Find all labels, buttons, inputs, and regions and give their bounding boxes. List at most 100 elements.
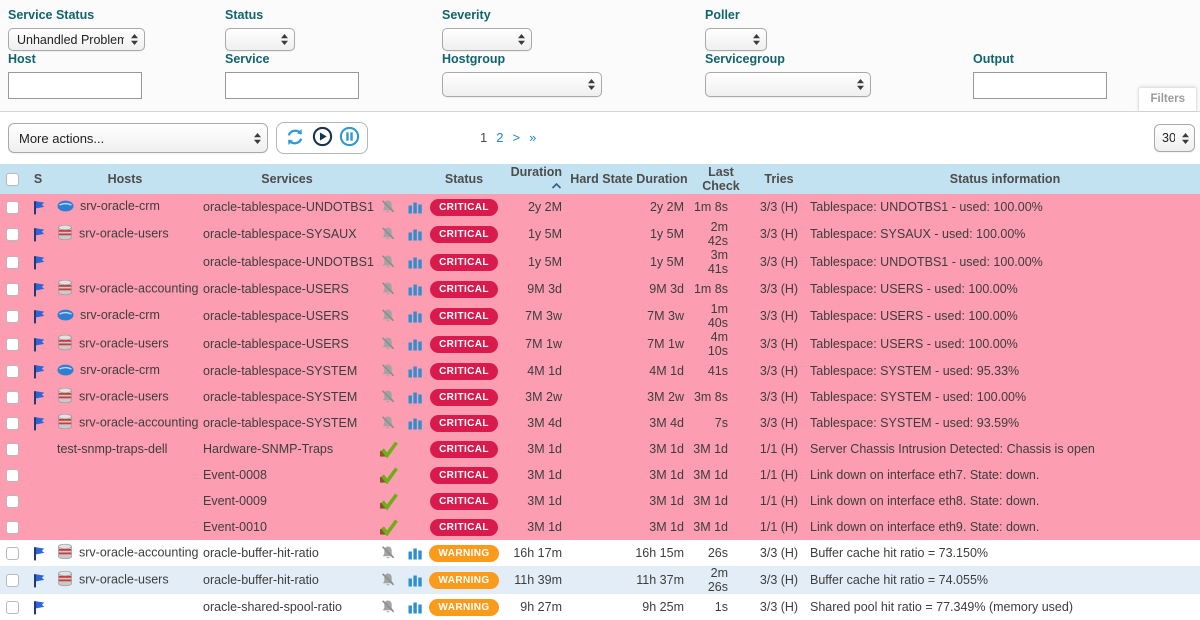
chart-icon[interactable] <box>408 573 423 587</box>
chart-icon[interactable] <box>408 600 423 614</box>
service-link[interactable]: oracle-buffer-hit-ratio <box>203 573 319 587</box>
service-link[interactable]: Event-0009 <box>203 494 267 508</box>
row-checkbox[interactable] <box>6 228 19 242</box>
service-link[interactable]: oracle-tablespace-SYSTEM <box>203 390 358 404</box>
severity-label: Severity <box>442 8 491 22</box>
table-body: srv-oracle-crm oracle-tablespace-UNDOTBS1… <box>0 194 1200 620</box>
chart-icon[interactable] <box>408 337 423 351</box>
output-input[interactable] <box>973 72 1107 99</box>
service-link[interactable]: Event-0010 <box>203 520 267 534</box>
more-actions-select[interactable]: More actions... <box>8 123 268 153</box>
column-header-s[interactable]: S <box>26 164 50 194</box>
chart-icon[interactable] <box>408 390 423 404</box>
host-link[interactable]: srv-oracle-crm <box>80 363 160 378</box>
row-checkbox[interactable] <box>6 201 19 215</box>
pagination-page-2[interactable]: 2 <box>496 130 504 145</box>
row-checkbox[interactable] <box>6 601 19 615</box>
pagination-last[interactable]: » <box>529 130 537 145</box>
severity-select[interactable] <box>442 28 532 51</box>
row-checkbox[interactable] <box>6 283 19 297</box>
select-all-checkbox[interactable] <box>6 173 19 187</box>
filters-button[interactable]: Filters <box>1138 87 1197 111</box>
tries-cell: 3/3 (H) <box>759 200 799 214</box>
status-select[interactable] <box>225 28 295 51</box>
host-link[interactable]: srv-oracle-crm <box>80 199 160 214</box>
chart-icon[interactable] <box>408 200 423 214</box>
tries-cell: 3/3 (H) <box>759 227 799 241</box>
service-link[interactable]: oracle-tablespace-UNDOTBS1 <box>203 255 374 269</box>
page-size-select[interactable]: 30 <box>1154 124 1195 152</box>
column-header-tries[interactable]: Tries <box>752 164 806 194</box>
service-status-select[interactable]: Unhandled Problems <box>8 28 145 51</box>
row-checkbox[interactable] <box>6 469 19 483</box>
tries-cell: 3/3 (H) <box>759 416 799 430</box>
chart-icon[interactable] <box>408 282 423 296</box>
row-checkbox[interactable] <box>6 391 19 405</box>
service-status-table: S Hosts Services Status Duration Hard St… <box>0 164 1200 620</box>
play-button[interactable] <box>310 126 334 150</box>
host-link[interactable]: srv-oracle-users <box>79 389 169 404</box>
column-header-hard-state-duration[interactable]: Hard State Duration <box>568 164 690 194</box>
column-header-status[interactable]: Status <box>428 164 500 194</box>
host-link[interactable]: srv-oracle-users <box>79 572 169 587</box>
chart-icon[interactable] <box>408 416 423 430</box>
row-checkbox[interactable] <box>6 365 19 379</box>
service-link[interactable]: oracle-tablespace-UNDOTBS1 <box>203 200 374 214</box>
host-link[interactable]: srv-oracle-crm <box>80 308 160 323</box>
service-link[interactable]: oracle-tablespace-SYSAUX <box>203 227 357 241</box>
page-size-value: 30 <box>1162 131 1175 145</box>
chart-icon[interactable] <box>408 309 423 323</box>
servicegroup-select[interactable] <box>705 72 871 97</box>
sort-asc-icon <box>551 179 562 193</box>
chart-icon[interactable] <box>408 255 423 269</box>
service-link[interactable]: oracle-shared-spool-ratio <box>203 600 342 614</box>
service-link[interactable]: oracle-tablespace-SYSTEM <box>203 416 358 430</box>
status-badge: WARNING <box>429 544 499 562</box>
host-link[interactable]: srv-oracle-users <box>79 226 169 241</box>
service-link[interactable]: oracle-buffer-hit-ratio <box>203 546 319 560</box>
status-badge: CRITICAL <box>430 466 498 484</box>
pagination-next[interactable]: > <box>512 130 521 145</box>
service-input[interactable] <box>225 72 359 99</box>
poller-select[interactable] <box>705 28 767 51</box>
hostgroup-select[interactable] <box>442 72 602 97</box>
chart-icon[interactable] <box>408 364 423 378</box>
service-link[interactable]: oracle-tablespace-SYSTEM <box>203 364 358 378</box>
service-link[interactable]: oracle-tablespace-USERS <box>203 337 349 351</box>
column-header-last-check[interactable]: Last Check <box>690 164 752 194</box>
host-input[interactable] <box>8 72 142 99</box>
column-header-hosts[interactable]: Hosts <box>50 164 200 194</box>
row-checkbox[interactable] <box>6 338 19 352</box>
host-link[interactable]: srv-oracle-accounting <box>79 545 199 560</box>
chart-icon[interactable] <box>408 227 423 241</box>
host-link[interactable]: srv-oracle-users <box>79 336 169 351</box>
host-link[interactable]: srv-oracle-accounting <box>79 281 199 296</box>
table-row: srv-oracle-users oracle-tablespace-SYSAUX… <box>0 220 1200 248</box>
host-link[interactable]: srv-oracle-accounting <box>79 415 199 430</box>
database-host-icon <box>57 279 73 299</box>
host-link[interactable]: test-snmp-traps-dell <box>57 442 168 456</box>
column-header-services[interactable]: Services <box>200 164 374 194</box>
service-link[interactable]: Event-0008 <box>203 468 267 482</box>
column-header-duration[interactable]: Duration <box>500 164 568 194</box>
refresh-controls-group <box>276 122 368 154</box>
row-checkbox[interactable] <box>6 495 19 509</box>
row-checkbox[interactable] <box>6 256 19 270</box>
refresh-button[interactable] <box>283 126 307 150</box>
row-checkbox[interactable] <box>6 521 19 535</box>
row-checkbox[interactable] <box>6 310 19 324</box>
column-header-status-information[interactable]: Status information <box>806 164 1200 194</box>
row-checkbox[interactable] <box>6 574 19 588</box>
duration-cell: 4M 1d <box>527 364 562 378</box>
row-checkbox[interactable] <box>6 417 19 431</box>
service-link[interactable]: Hardware-SNMP-Traps <box>203 442 334 456</box>
service-label: Service <box>225 52 270 66</box>
service-link[interactable]: oracle-tablespace-USERS <box>203 282 349 296</box>
service-link[interactable]: oracle-tablespace-USERS <box>203 309 349 323</box>
pause-button[interactable] <box>337 126 361 150</box>
status-information-cell: Link down on interface eth8. State: down… <box>810 494 1040 508</box>
row-checkbox[interactable] <box>6 443 19 457</box>
row-checkbox[interactable] <box>6 547 19 561</box>
chart-icon[interactable] <box>408 546 423 560</box>
table-row: Event-0010 CRITICAL 3M 1d 3M 1d 3M 1d 1/1 (H)… <box>0 514 1200 540</box>
